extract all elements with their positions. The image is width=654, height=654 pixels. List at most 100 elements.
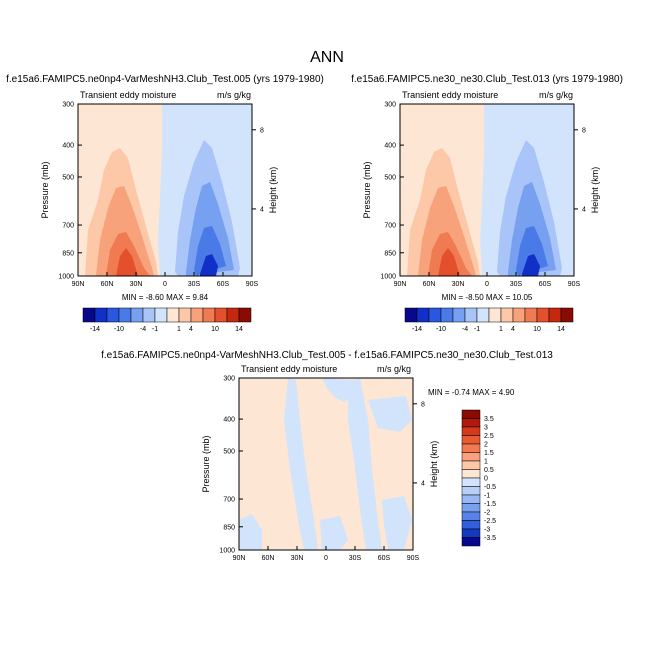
diff-colorbar-label: 0	[484, 476, 488, 483]
top-right-y2tick-label: 8	[582, 127, 586, 134]
diff-colorbar-label: -1.5	[484, 501, 496, 508]
top-left-colorbar-label: 1	[177, 326, 181, 333]
top-right-xtick-label: 90N	[394, 281, 407, 288]
panel-top-left-units-label: m/s g/kg	[217, 90, 251, 100]
top-right-colorbar-label: -10	[436, 326, 446, 333]
diff-colorbar-label: 2	[484, 442, 488, 449]
top-left-colorbar-label: -4	[140, 326, 146, 333]
top-right-colorbar-label: -14	[412, 326, 422, 333]
bottom-ytick-label: 850	[223, 524, 235, 531]
top-right-stats: MIN = -8.50 MAX = 10.05	[442, 293, 533, 302]
bottom-xtick-label: 90N	[233, 555, 246, 562]
top-right-colorbar-swatch	[560, 307, 574, 323]
diff-colorbar-label: 3	[484, 425, 488, 432]
top-right-xtick-label: 90S	[568, 281, 581, 288]
top-left-stats: MIN = -8.60 MAX = 9.84	[122, 293, 209, 302]
bottom-xtick-label: 90S	[407, 555, 420, 562]
top-left-colorbar-label: 10	[211, 326, 219, 333]
top-left-colorbar-label: -10	[114, 326, 124, 333]
bottom-y2label: Height (km)	[429, 441, 439, 488]
diff-colorbar-swatch	[461, 486, 481, 496]
top-right-y2tick-label: 4	[582, 206, 586, 213]
diff-colorbar-swatch	[461, 435, 481, 445]
bottom-ytick-label: 300	[223, 376, 235, 383]
diff-colorbar-label: -3	[484, 527, 490, 534]
top-right-ytick-label: 700	[384, 223, 396, 230]
diff-colorbar-label: -1	[484, 493, 490, 500]
panel-bottom-stats: MIN = -0.74 MAX = 4.90	[428, 388, 515, 397]
top-right-colorbar-label: 4	[511, 326, 515, 333]
panel-bottom-contour-field	[238, 377, 414, 551]
diff-colorbar-swatch	[461, 537, 481, 547]
diff-colorbar-label: -2.5	[484, 518, 496, 525]
top-left-xtick-label: 0	[163, 281, 167, 288]
top-right-colorbar-swatch	[464, 307, 478, 323]
diff-colorbar-swatch	[461, 443, 481, 453]
top-right-colorbar-swatch	[416, 307, 430, 323]
bottom-xtick-label: 30S	[349, 555, 362, 562]
top-left-colorbar-swatch	[82, 307, 96, 323]
top-right-colorbar-swatch	[512, 307, 526, 323]
bottom-ytick-label: 500	[223, 448, 235, 455]
top-left-colorbar-label: -1	[152, 326, 158, 333]
panel-top-left-variable-label: Transient eddy moisture	[80, 90, 176, 100]
top-left-ytick-label: 1000	[58, 274, 74, 281]
top-left-xtick-label: 90S	[246, 281, 259, 288]
diff-colorbar-swatch	[461, 409, 481, 419]
diff-colorbar-swatch	[461, 494, 481, 504]
bottom-ytick-label: 1000	[219, 548, 235, 555]
panel-bottom: f.e15a6.FAMIPC5.ne0np4-VarMeshNH3.Club_T…	[101, 350, 553, 551]
top-right-colorbar-swatch	[500, 307, 514, 323]
top-right-colorbar-swatch	[476, 307, 490, 323]
diff-colorbar-swatch	[461, 511, 481, 521]
top-left-y2label: Height (km)	[268, 167, 278, 214]
top-left-colorbar-label: -14	[90, 326, 100, 333]
diff-colorbar-label: 3.5	[484, 416, 494, 423]
top-right-ytick-label: 400	[384, 143, 396, 150]
panel-top-right-variable-label: Transient eddy moisture	[402, 90, 498, 100]
top-right-xtick-label: 30N	[452, 281, 465, 288]
top-left-colorbar-swatch	[94, 307, 108, 323]
diff-colorbar-swatch	[461, 452, 481, 462]
top-left-xtick-label: 30N	[130, 281, 143, 288]
top-right-colorbar-swatch	[428, 307, 442, 323]
bottom-y2tick-label: 4	[421, 480, 425, 487]
panel-top-right-units-label: m/s g/kg	[539, 90, 573, 100]
top-left-xtick-label: 60N	[101, 281, 114, 288]
top-left-ytick-label: 500	[62, 174, 74, 181]
top-left-colorbar-label: 14	[235, 326, 243, 333]
top-left-colorbar-swatch	[178, 307, 192, 323]
top-right-colorbar-label: 10	[533, 326, 541, 333]
panel-top-left-case-title: f.e15a6.FAMIPC5.ne0np4-VarMeshNH3.Club_T…	[6, 74, 324, 85]
top-right-colorbar-label: -1	[474, 326, 480, 333]
top-right-xtick-label: 60S	[539, 281, 552, 288]
top-right-xtick-label: 30S	[510, 281, 523, 288]
top-left-colorbar-swatch	[130, 307, 144, 323]
top-right-ylabel: Pressure (mb)	[362, 161, 372, 218]
top-right-y2label: Height (km)	[590, 167, 600, 214]
top-left-y2tick-label: 8	[260, 127, 264, 134]
top-right-ytick-label: 1000	[380, 274, 396, 281]
top-right-colorbar-swatch	[440, 307, 454, 323]
top-right-ytick-label: 500	[384, 174, 396, 181]
diff-colorbar-swatch	[461, 460, 481, 470]
top-left-colorbar-swatch	[202, 307, 216, 323]
top-right-colorbar-label: 1	[499, 326, 503, 333]
top-right-colorbar-label: 14	[557, 326, 565, 333]
bottom-xtick-label: 60S	[378, 555, 391, 562]
panel-top-left: f.e15a6.FAMIPC5.ne0np4-VarMeshNH3.Club_T…	[6, 74, 324, 277]
diff-colorbar-swatch	[461, 469, 481, 479]
diff-colorbar-swatch	[461, 418, 481, 428]
top-left-ytick-label: 700	[62, 223, 74, 230]
bottom-ylabel: Pressure (mb)	[201, 435, 211, 492]
top-right-colorbar-swatch	[548, 307, 562, 323]
bottom-xtick-label: 0	[324, 555, 328, 562]
top-left-colorbar-swatch	[226, 307, 240, 323]
top-left-colorbar-swatch	[238, 307, 252, 323]
figure-title: ANN	[310, 49, 344, 66]
diff-colorbar-swatch	[461, 528, 481, 538]
bottom-y2tick-label: 8	[421, 401, 425, 408]
panel-top-right-case-title: f.e15a6.FAMIPC5.ne30_ne30.Club_Test.013 …	[351, 74, 623, 85]
top-right-xtick-label: 0	[485, 281, 489, 288]
